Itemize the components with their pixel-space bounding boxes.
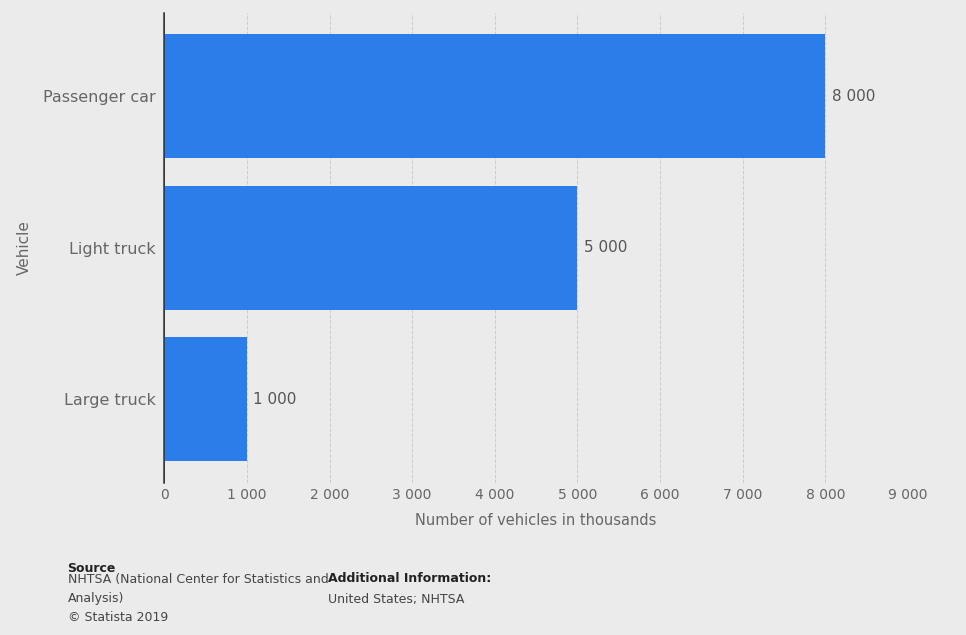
Text: Additional Information:: Additional Information: bbox=[328, 573, 492, 585]
Text: United States; NHTSA: United States; NHTSA bbox=[328, 593, 465, 606]
Y-axis label: Vehicle: Vehicle bbox=[17, 220, 32, 275]
X-axis label: Number of vehicles in thousands: Number of vehicles in thousands bbox=[415, 513, 657, 528]
Text: 5 000: 5 000 bbox=[584, 240, 628, 255]
Text: 1 000: 1 000 bbox=[253, 392, 297, 406]
Bar bbox=[164, 185, 578, 310]
Text: 8 000: 8 000 bbox=[832, 89, 875, 104]
Bar bbox=[164, 337, 247, 461]
Text: Source: Source bbox=[68, 562, 116, 575]
Bar bbox=[164, 34, 825, 158]
Text: NHTSA (National Center for Statistics and
Analysis)
© Statista 2019: NHTSA (National Center for Statistics an… bbox=[68, 573, 328, 624]
